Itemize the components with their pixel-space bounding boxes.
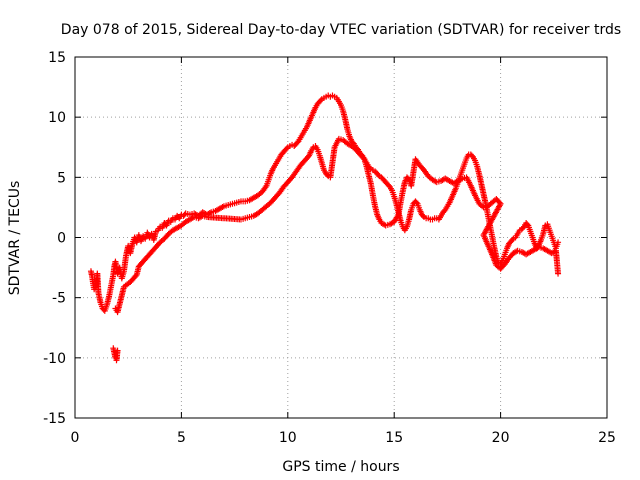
x-tick-labels: 0 5 10 15 20 25 xyxy=(71,430,616,446)
data-point-interp xyxy=(524,221,531,228)
x-axis-title: GPS time / hours xyxy=(282,459,399,475)
y-tick-label: 15 xyxy=(48,50,66,66)
y-tick-label: 5 xyxy=(57,170,66,186)
data-point xyxy=(555,239,562,246)
data-point-interp xyxy=(468,152,475,159)
data-point-interp xyxy=(360,155,367,162)
y-tick-label: 10 xyxy=(48,110,66,126)
data-point-interp xyxy=(441,208,448,215)
data-point-interp xyxy=(317,97,324,104)
y-tick-label: -5 xyxy=(52,291,66,307)
data-points xyxy=(87,92,562,364)
data-point-interp xyxy=(181,211,188,218)
data-point-interp xyxy=(294,139,301,146)
data-point-interp xyxy=(324,171,331,178)
data-point xyxy=(555,270,562,277)
data-point-interp xyxy=(405,175,412,182)
y-tick-labels: -15 -10 -5 0 5 10 15 xyxy=(43,50,66,427)
y-tick-label: -10 xyxy=(43,351,66,367)
data-point xyxy=(114,347,121,354)
data-point-interp xyxy=(419,212,426,219)
x-tick-label: 20 xyxy=(492,430,510,446)
x-tick-label: 5 xyxy=(177,430,186,446)
data-point-interp xyxy=(375,171,382,178)
y-axis-title: SDTVAR / TECUs xyxy=(7,181,23,296)
x-tick-label: 10 xyxy=(279,430,297,446)
x-tick-label: 25 xyxy=(598,430,616,446)
data-point-interp xyxy=(385,182,392,189)
x-tick-label: 15 xyxy=(385,430,403,446)
chart-title: Day 078 of 2015, Sidereal Day-to-day VTE… xyxy=(61,22,621,38)
x-tick-label: 0 xyxy=(71,430,80,446)
data-point-interp xyxy=(519,224,526,231)
y-tick-label: -15 xyxy=(43,411,66,427)
axis-ticks xyxy=(74,56,608,419)
y-tick-label: 0 xyxy=(57,231,66,247)
data-point-interp xyxy=(413,199,420,206)
data-point-interp xyxy=(283,145,290,152)
data-point-interp xyxy=(509,236,516,243)
